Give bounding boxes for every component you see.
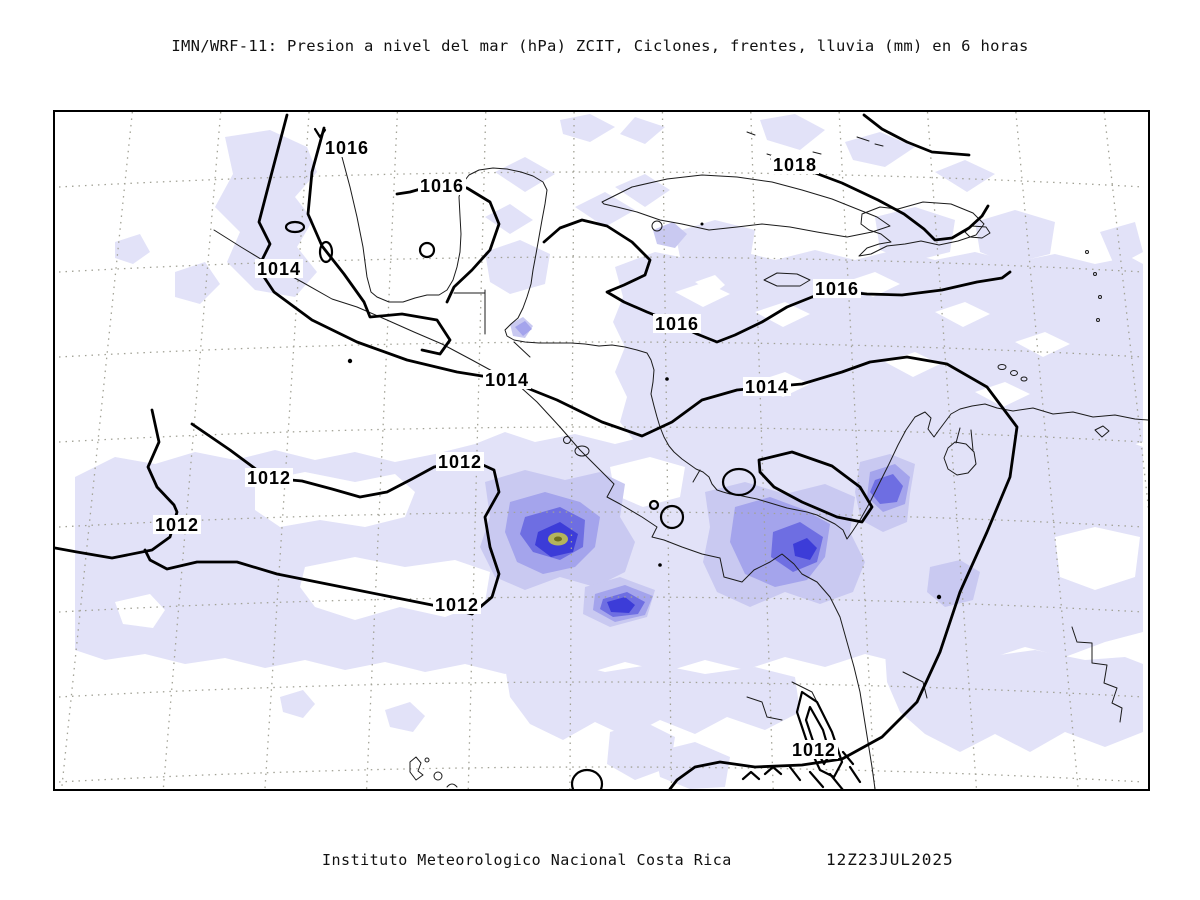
svg-text:1014: 1014 bbox=[485, 370, 529, 390]
isobar-1012-pacific bbox=[143, 422, 501, 616]
svg-text:1012: 1012 bbox=[435, 595, 479, 615]
svg-text:1012: 1012 bbox=[792, 740, 836, 760]
meridian-line bbox=[1015, 112, 1079, 789]
svg-text:1018: 1018 bbox=[773, 155, 817, 175]
meridian-line bbox=[61, 112, 133, 789]
isobar-1016-west bbox=[306, 126, 452, 356]
map-title: IMN/WRF-11: Presion a nivel del mar (hPa… bbox=[171, 37, 1029, 55]
isobar-label: 1012 bbox=[153, 515, 201, 535]
isle-of-youth bbox=[651, 220, 663, 232]
lake-managua bbox=[563, 436, 571, 444]
graticule-layer bbox=[58, 112, 1148, 789]
isobar-label-layer: 1016 1016 1014 1018 1016 1016 1014 1014 1012 1012… bbox=[153, 138, 861, 760]
isobar-1012-panama bbox=[757, 450, 874, 524]
meridian-line bbox=[467, 112, 487, 789]
meridian-line bbox=[365, 112, 399, 789]
coastline-layer bbox=[213, 131, 1148, 789]
coastline-cuba bbox=[601, 174, 891, 238]
isobar-1012-colombia-cluster bbox=[741, 690, 862, 789]
meridian-line bbox=[661, 112, 673, 789]
isobar-label: 1016 bbox=[813, 279, 861, 299]
isobar-label: 1016 bbox=[323, 138, 371, 158]
isobar-1014-main bbox=[256, 113, 1019, 789]
isobar-label: 1018 bbox=[771, 155, 819, 175]
lake-maracaibo bbox=[943, 427, 977, 476]
coastline-pacific bbox=[213, 229, 876, 789]
meridian-line bbox=[569, 112, 575, 789]
isobar-label: 1012 bbox=[245, 468, 293, 488]
isobar-label: 1016 bbox=[653, 314, 701, 334]
meridian-line bbox=[162, 112, 222, 789]
isobar-label: 1014 bbox=[255, 259, 303, 279]
isobar-closed-mx-1 bbox=[284, 220, 306, 234]
border-lines bbox=[453, 289, 1123, 723]
isobar-label: 1012 bbox=[790, 740, 838, 760]
meridian-line bbox=[926, 112, 978, 789]
map-frame: 1016 1016 1014 1018 1016 1016 1014 1014 1012 1012… bbox=[53, 110, 1150, 791]
svg-text:1016: 1016 bbox=[420, 176, 464, 196]
svg-text:1012: 1012 bbox=[438, 452, 482, 472]
isobar-label: 1012 bbox=[433, 595, 481, 615]
isobar-closed-mx-2 bbox=[318, 240, 334, 264]
meridian-line bbox=[264, 112, 310, 789]
svg-text:1012: 1012 bbox=[155, 515, 199, 535]
svg-text:1014: 1014 bbox=[745, 377, 789, 397]
isobar-notch bbox=[313, 127, 327, 139]
footer-timestamp: 12Z23JUL2025 bbox=[826, 850, 954, 869]
coastline-jamaica bbox=[763, 272, 811, 287]
isobar-closed-cr-1 bbox=[659, 504, 685, 530]
rain-shade-max-core bbox=[548, 532, 568, 546]
isobar-1012-west bbox=[55, 408, 179, 560]
svg-text:1014: 1014 bbox=[257, 259, 301, 279]
isobar-label: 1016 bbox=[418, 176, 466, 196]
meridian-line bbox=[750, 112, 774, 789]
isobar-1016-caribbean bbox=[542, 218, 1012, 344]
coastline-hispaniola bbox=[858, 201, 985, 257]
isobar-label: 1014 bbox=[743, 377, 791, 397]
lake-nicaragua bbox=[574, 445, 590, 457]
isobar-label: 1012 bbox=[436, 452, 484, 472]
isobar-1016-yucatan bbox=[395, 182, 501, 304]
isobar-closed-bocas bbox=[721, 467, 757, 497]
galapagos-islands bbox=[409, 756, 458, 788]
svg-text:1012: 1012 bbox=[247, 468, 291, 488]
isobar-closed-yucatan bbox=[418, 241, 436, 259]
isobar-label: 1014 bbox=[483, 370, 531, 390]
map-canvas: 1016 1016 1014 1018 1016 1016 1014 1014 1012 1012… bbox=[55, 112, 1148, 789]
isobar-1018-fragment bbox=[862, 113, 971, 157]
small-islands bbox=[997, 250, 1110, 438]
svg-text:1016: 1016 bbox=[815, 279, 859, 299]
island-dots bbox=[347, 222, 942, 600]
isobar-closed-equator bbox=[570, 768, 604, 789]
isobar-closed-cr-2 bbox=[648, 499, 660, 511]
svg-text:1016: 1016 bbox=[325, 138, 369, 158]
footer-institute: Instituto Meteorologico Nacional Costa R… bbox=[322, 851, 732, 869]
svg-text:1016: 1016 bbox=[655, 314, 699, 334]
meridian-line bbox=[838, 112, 876, 789]
